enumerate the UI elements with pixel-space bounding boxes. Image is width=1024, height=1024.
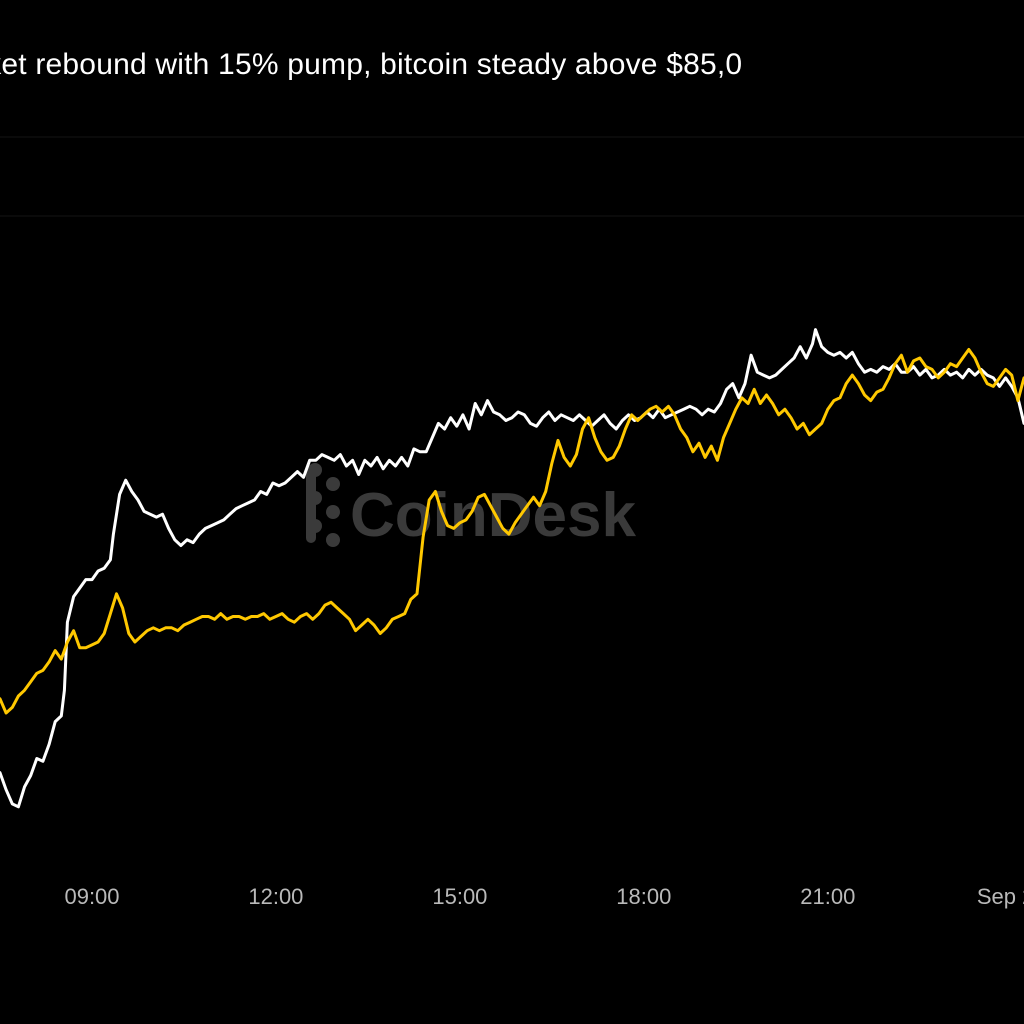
x-tick-label: 21:00: [800, 884, 855, 909]
chart-title: rket rebound with 15% pump, bitcoin stea…: [0, 48, 743, 81]
coindesk-watermark: CoinDesk: [306, 463, 636, 550]
watermark-text: CoinDesk: [350, 481, 636, 550]
x-tick-label: 15:00: [432, 884, 487, 909]
series-line-1: [0, 328, 1024, 809]
x-axis-ticks: 09:00 12:00 15:00 18:00 21:00 Sep 22: [64, 884, 1024, 909]
x-tick-label: 09:00: [64, 884, 119, 909]
coindesk-logo-icon: [306, 463, 340, 547]
series-line-2: [0, 348, 1024, 715]
x-tick-label: 18:00: [616, 884, 671, 909]
series-layer: [0, 328, 1024, 809]
x-tick-label: Sep 22: [977, 884, 1024, 909]
x-tick-label: 12:00: [248, 884, 303, 909]
